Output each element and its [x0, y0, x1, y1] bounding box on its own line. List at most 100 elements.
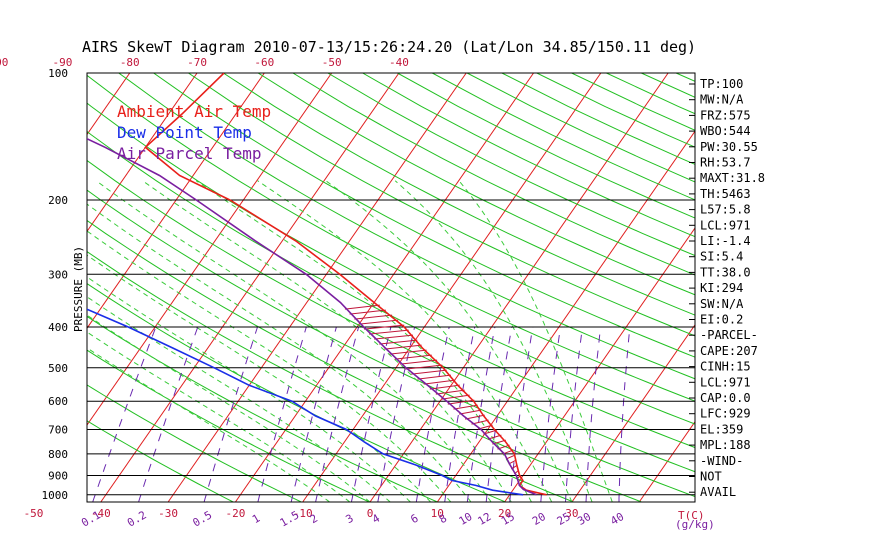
- dew-point-temp-curve: [87, 308, 524, 496]
- dry-adiabat-line: [87, 349, 370, 502]
- cape-hatch-stroke: [429, 384, 460, 390]
- dry-adiabat-line: [257, 73, 695, 296]
- dry-adiabat-line: [87, 315, 438, 502]
- mixing-ratio-tick-label: 2: [308, 512, 320, 527]
- stability-index-label: EL:359: [700, 422, 743, 436]
- pressure-tick-label: 400: [48, 321, 68, 334]
- top-temp-tick-label: -50: [322, 56, 342, 69]
- moist-adiabat-line: [87, 230, 452, 502]
- dry-adiabat-line: [87, 74, 695, 402]
- pressure-tick-label: 100: [48, 67, 68, 80]
- stability-index-label: MAXT:31.8: [700, 171, 765, 185]
- stability-index-label: LCL:971: [700, 218, 751, 232]
- dry-adiabat-line: [781, 73, 870, 502]
- stability-index-label: TH:5463: [700, 187, 751, 201]
- mixing-ratio-line: [444, 326, 476, 502]
- stability-index-label: CAP:0.0: [700, 391, 751, 405]
- y-axis-label: PRESSURE (MB): [72, 246, 85, 332]
- top-temp-tick-label: -100: [0, 56, 8, 69]
- temp-tick-label: -20: [225, 507, 245, 520]
- dry-adiabat-line: [87, 250, 574, 502]
- dry-adiabat-line: [118, 73, 695, 380]
- isotherm-line: [841, 73, 870, 502]
- cape-hatch-stroke: [447, 399, 475, 405]
- cape-hatch-stroke: [394, 354, 432, 360]
- dry-adiabat-line: [153, 73, 695, 358]
- temp-tick-label: -30: [158, 507, 178, 520]
- isotherm-line: [774, 73, 870, 502]
- temp-tick-label: -40: [91, 507, 111, 520]
- moist-adiabat-line: [257, 180, 553, 502]
- mixing-ratio-line: [415, 326, 450, 502]
- moist-adiabat-line: [87, 331, 351, 502]
- isotherm-line: [0, 73, 62, 502]
- pressure-tick-label: 800: [48, 448, 68, 461]
- moist-adiabat-line: [325, 180, 573, 502]
- stability-index-label: MPL:188: [700, 438, 751, 452]
- stability-index-label: LCL:971: [700, 375, 751, 389]
- top-temp-tick-label: -40: [389, 56, 409, 69]
- mixing-ratio-line: [585, 326, 602, 502]
- pressure-tick-label: 700: [48, 424, 68, 437]
- dry-adiabat-line: [87, 189, 695, 498]
- mixing-ratio-tick-label: 3: [344, 512, 356, 527]
- cape-hatch-stroke: [354, 314, 393, 320]
- cape-hatch-stroke: [400, 359, 438, 365]
- mixing-ratio-tick-label: 0.2: [125, 508, 149, 529]
- chart-title: AIRS SkewT Diagram 2010-07-13/15:26:24.2…: [82, 38, 696, 56]
- stability-index-label: CAPE:207: [700, 344, 758, 358]
- top-temp-tick-label: -60: [254, 56, 274, 69]
- isobars: [86, 72, 696, 503]
- dry-adiabat-line: [746, 73, 870, 502]
- mixing-ratio-line: [92, 326, 157, 502]
- mixing-ratio-tick-label: 1: [250, 512, 262, 527]
- mixing-ratio-tick-label: 30: [575, 510, 593, 528]
- cape-hatch-stroke: [374, 334, 414, 340]
- stability-index-label: -WIND-: [700, 454, 743, 468]
- dry-adiabat-line: [87, 130, 695, 449]
- legend-entry: Air Parcel Temp: [117, 144, 262, 163]
- isotherm-line: [436, 130, 695, 502]
- stability-index-label: -PARCEL-: [700, 328, 758, 342]
- mixing-ratio-line: [540, 326, 561, 502]
- mixing-ratio-line: [315, 326, 360, 502]
- mixing-ratio-tick-label: 6: [408, 512, 420, 527]
- isotherm-line: [87, 73, 333, 426]
- mixing-ratio-line: [509, 326, 534, 502]
- isotherm-line: [302, 73, 602, 502]
- stability-index-label: TP:100: [700, 77, 743, 91]
- dry-adiabat-line: [87, 283, 506, 502]
- dry-adiabat-line: [87, 102, 695, 425]
- mixing-ratio-line: [565, 326, 583, 502]
- cape-hatch-stroke: [363, 324, 405, 330]
- ambient-air-temp-curve: [144, 73, 547, 496]
- mixing-ratio-line: [377, 326, 416, 502]
- mixing-ratio-line: [203, 326, 258, 502]
- pressure-tick-label: 1000: [42, 489, 69, 502]
- cape-hatch-stroke: [384, 344, 422, 350]
- pressure-tick-label: 200: [48, 194, 68, 207]
- moist-adiabat-line: [87, 347, 330, 502]
- dry-adiabat-line: [292, 73, 695, 276]
- moist-adiabat-line: [87, 254, 431, 502]
- dry-adiabat-line: [432, 73, 695, 201]
- stability-index-label: EI:0.2: [700, 313, 743, 327]
- top-temp-tick-label: -90: [53, 56, 73, 69]
- pressure-tick-label: 500: [48, 362, 68, 375]
- dry-adiabat-line: [87, 384, 302, 502]
- cape-hatch-stroke: [459, 409, 482, 415]
- cape-hatch-stroke: [417, 374, 451, 380]
- stability-index-label: SI:5.4: [700, 250, 743, 264]
- stability-index-label: RH:53.7: [700, 156, 751, 170]
- profile-curves: [87, 73, 547, 496]
- temp-tick-label: 30: [565, 507, 578, 520]
- mixing-ratio-unit: (g/kg): [675, 518, 715, 531]
- dry-adiabat-line: [188, 73, 695, 337]
- temp-tick-label: 20: [498, 507, 511, 520]
- moist-adiabat-line: [394, 180, 593, 502]
- mixing-ratio-tick-label: 20: [530, 510, 548, 528]
- moist-adiabat-line: [87, 276, 411, 502]
- mixing-ratio-tick-label: 40: [608, 510, 626, 528]
